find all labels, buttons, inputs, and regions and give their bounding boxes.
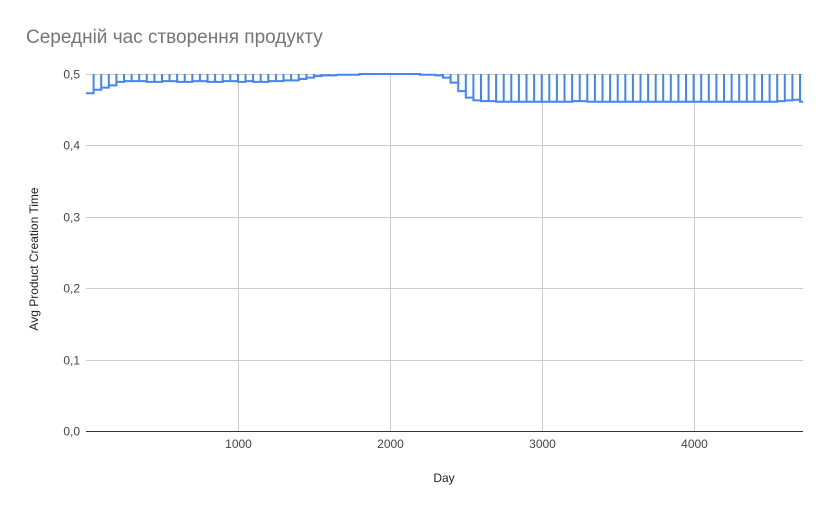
y-tick-label: 0,2 [63,282,80,296]
y-axis-title: Avg Product Creation Time [27,187,41,331]
y-tick-label: 0,4 [63,139,80,153]
x-tick-label: 4000 [681,437,708,451]
x-tick-label: 3000 [529,437,556,451]
series-line [86,73,803,103]
series-layer [86,73,803,103]
chart-title: Середній час створення продукту [26,27,323,48]
y-tick-label: 0,1 [63,354,80,368]
x-tick-label: 2000 [377,437,404,451]
y-tick-label: 0,0 [63,425,80,439]
grid [86,74,803,431]
y-tick-label: 0,5 [63,68,80,82]
tick-labels: 0,0 0,1 0,2 0,3 0,4 0,5 1000 2000 3000 4000 [63,68,708,452]
x-axis-title: Day [433,471,454,485]
y-tick-label: 0,3 [63,211,80,225]
x-tick-label: 1000 [225,437,252,451]
